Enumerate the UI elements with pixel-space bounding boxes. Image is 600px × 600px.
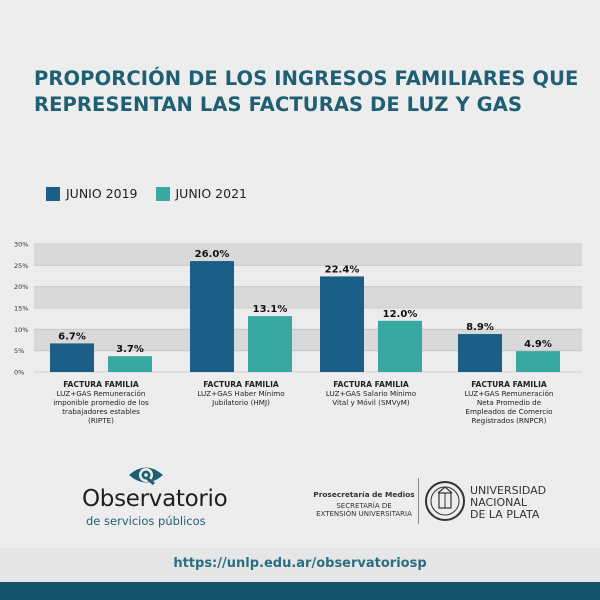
category-label: FACTURA FAMILIA LUZ+GAS Haber Mínimo Jubil…	[178, 380, 304, 407]
y-tick-label: 30%	[14, 241, 28, 249]
footer-url-link[interactable]: https://unlp.edu.ar/observatoriosp	[173, 556, 427, 571]
logo-name: Observatorio	[82, 486, 228, 512]
category-label-line: Registrados (RNPCR)	[471, 416, 547, 425]
logo-tagline: de servicios públicos	[86, 514, 206, 528]
category-label: FACTURA FAMILIA LUZ+GAS Remuneración Neta …	[446, 380, 572, 425]
category-label-line: LUZ+GAS Haber Mínimo	[197, 389, 285, 398]
chart-title: PROPORCIÓN DE LOS INGRESOS FAMILIARES QU…	[34, 66, 579, 118]
category-label-line: Empleados de Comercio	[465, 407, 553, 416]
category-label-head: FACTURA FAMILIA	[63, 380, 139, 389]
grid-band	[34, 329, 582, 351]
bar-2021	[108, 356, 152, 372]
chart-title-line-2: REPRESENTAN LAS FACTURAS DE LUZ Y GAS	[34, 93, 523, 116]
category-label: FACTURA FAMILIA LUZ+GAS Salario Mínimo Vit…	[308, 380, 434, 407]
bar-2021	[248, 316, 292, 372]
y-tick-label: 25%	[14, 262, 28, 270]
legend-label-2021: JUNIO 2021	[175, 186, 248, 201]
y-tick-label: 0%	[14, 369, 24, 377]
legend-swatch-2019	[46, 186, 60, 201]
bar-2019	[458, 334, 502, 372]
legend-swatch-2021	[155, 186, 170, 201]
eye-logo-icon	[129, 467, 163, 486]
category-label: FACTURA FAMILIA LUZ+GAS Remuneración impon…	[38, 380, 164, 425]
category-label-line: Neta Promedio de	[476, 398, 542, 407]
prosecretaria-line-1: Prosecretaría de Medios	[313, 490, 415, 499]
chart-title-line-1: PROPORCIÓN DE LOS INGRESOS FAMILIARES QU…	[34, 67, 579, 90]
grid-band	[34, 265, 582, 287]
grid-band	[34, 244, 582, 266]
category-label-head: FACTURA FAMILIA	[333, 380, 409, 389]
bar-value-label: 3.7%	[116, 344, 144, 355]
bar-2021	[378, 320, 422, 372]
grid-band	[34, 286, 582, 308]
grid-band	[34, 350, 582, 372]
category-label-line: trabajadores estables	[62, 407, 140, 416]
legend-item-2019: JUNIO 2019	[46, 186, 138, 201]
bar-value-label: 22.4%	[325, 264, 360, 275]
y-tick-label: 5%	[14, 347, 24, 355]
bar-value-label: 4.9%	[524, 339, 552, 350]
prosecretaria-block: Prosecretaría de Medios SECRETARÍA DE EX…	[312, 490, 416, 518]
category-label-line: imponible promedio de los	[53, 398, 149, 407]
footer-band	[0, 548, 600, 582]
category-label-line: LUZ+GAS Remuneración	[464, 389, 554, 398]
university-seal-icon	[425, 481, 465, 521]
bar-2019	[320, 276, 364, 372]
prosecretaria-line-3: EXTENSIÓN UNIVERSITARIA	[316, 510, 412, 518]
footer-divider	[418, 478, 419, 524]
footer-bottom-bar	[0, 582, 600, 600]
university-line-2: NACIONAL	[470, 496, 528, 509]
grid-band	[34, 308, 582, 330]
bar-value-label: 13.1%	[253, 304, 288, 315]
bar-value-label: 26.0%	[195, 249, 230, 260]
category-label-line: LUZ+GAS Remuneración	[56, 389, 146, 398]
y-tick-label: 15%	[14, 305, 28, 313]
bar-2019	[50, 343, 94, 372]
y-tick-label: 10%	[14, 326, 28, 334]
category-label-line: (RIPTE)	[88, 416, 114, 425]
category-label-head: FACTURA FAMILIA	[471, 380, 547, 389]
bar-value-label: 6.7%	[58, 331, 86, 342]
category-label-line: LUZ+GAS Salario Mínimo	[325, 389, 417, 398]
bar-value-label: 12.0%	[383, 309, 418, 320]
bar-2019	[190, 261, 234, 372]
bar-value-label: 8.9%	[466, 322, 494, 333]
legend-item-2021: JUNIO 2021	[155, 186, 248, 201]
y-tick-label: 20%	[14, 283, 28, 291]
prosecretaria-line-2: SECRETARÍA DE	[336, 502, 392, 510]
category-label-line: Vital y Móvil (SMVyM)	[332, 398, 410, 407]
bar-chart: 0% 5% 10% 15% 20% 25% 30% 6.7% 26.0% 22.4% 8.9% 3.7…	[14, 241, 582, 377]
bar-2021	[516, 351, 560, 372]
university-name: UNIVERSIDAD NACIONAL DE LA PLATA	[470, 485, 546, 521]
category-label-line: Jubilatorio (HMJ)	[212, 398, 270, 407]
university-line-3: DE LA PLATA	[470, 508, 540, 521]
university-line-1: UNIVERSIDAD	[470, 484, 547, 497]
category-label-head: FACTURA FAMILIA	[203, 380, 279, 389]
chart-legend: JUNIO 2019 JUNIO 2021	[46, 186, 265, 201]
legend-label-2019: JUNIO 2019	[66, 186, 138, 201]
